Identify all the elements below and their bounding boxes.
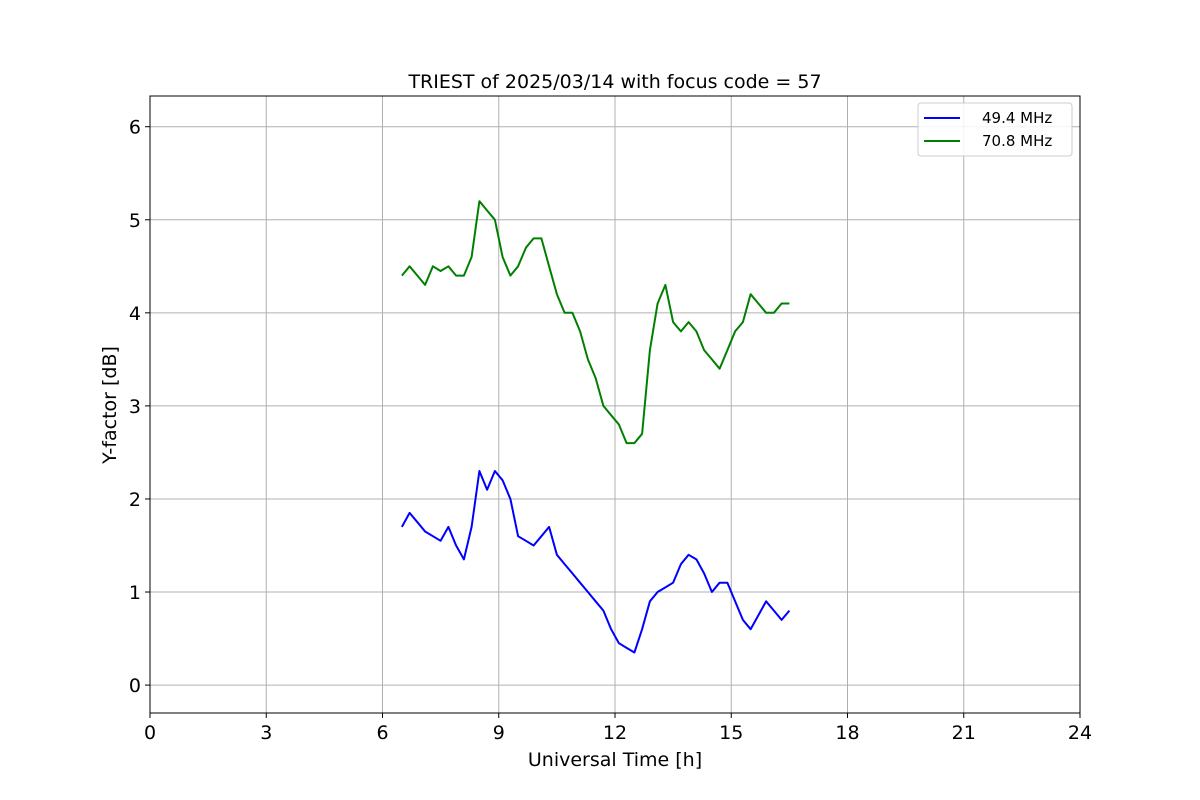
y-tick-label: 1: [129, 582, 141, 604]
x-tick-label: 12: [603, 722, 627, 744]
y-tick-label: 6: [129, 117, 141, 139]
series-line-1: [401, 470, 791, 654]
legend-label-1: 49.4 MHz: [982, 109, 1052, 127]
y-tick-label: 0: [129, 675, 141, 697]
legend-box: [917, 102, 1073, 157]
x-tick-label: 21: [952, 722, 976, 744]
x-tick-label: 6: [376, 722, 388, 744]
x-axis-label: Universal Time [h]: [528, 749, 702, 771]
x-tick-label: 9: [493, 722, 505, 744]
x-tick-label: 24: [1068, 722, 1092, 744]
legend-label-2: 70.8 MHz: [982, 132, 1052, 150]
x-tick-label: 18: [835, 722, 859, 744]
y-tick-label: 3: [129, 396, 141, 418]
x-tick-label: 0: [144, 722, 156, 744]
y-tick-label: 2: [129, 489, 141, 511]
y-tick-label: 5: [129, 210, 141, 232]
series-line-2: [401, 200, 790, 445]
x-tick-label: 15: [719, 722, 743, 744]
series-layer: [401, 200, 791, 654]
y-axis-label: Y-factor [dB]: [99, 346, 121, 465]
legend: 49.4 MHz 70.8 MHz: [917, 102, 1073, 157]
chart-title: TRIEST of 2025/03/14 with focus code = 5…: [407, 71, 821, 93]
x-tick-label: 3: [260, 722, 272, 744]
y-tick-label: 4: [129, 303, 141, 325]
